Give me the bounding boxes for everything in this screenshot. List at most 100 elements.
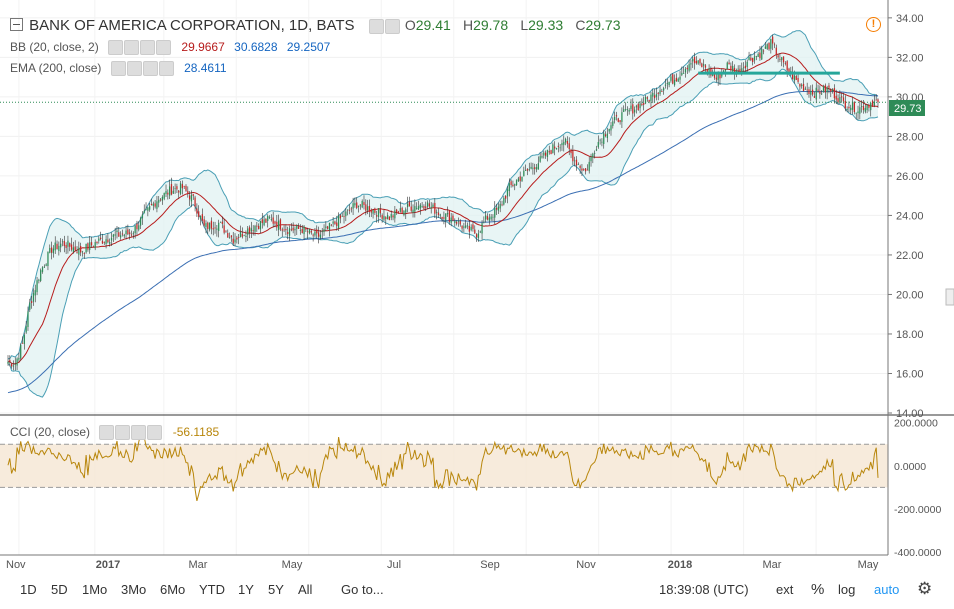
source-icon[interactable]	[142, 61, 158, 77]
candle-body	[572, 151, 574, 162]
candle-body	[503, 197, 505, 205]
range-3mo-button[interactable]: 3Mo	[121, 582, 147, 597]
candle-body	[439, 214, 441, 216]
settings-icon[interactable]	[384, 18, 400, 34]
candle-body	[29, 302, 31, 310]
candle-body	[265, 218, 267, 223]
candle-body	[846, 109, 848, 110]
candle-body	[261, 219, 263, 224]
candle-body	[683, 73, 685, 74]
candle-body	[652, 92, 654, 97]
candle-body	[376, 215, 378, 217]
candle-body	[145, 208, 147, 210]
candle-body	[819, 91, 821, 94]
candle-body	[748, 57, 750, 61]
candle-body	[661, 91, 663, 92]
log-toggle[interactable]: log	[838, 582, 856, 597]
candle-body	[150, 203, 153, 206]
source-icon[interactable]	[131, 425, 147, 441]
candle-body	[32, 293, 35, 302]
candle-body	[670, 76, 672, 81]
candle-body	[305, 227, 307, 230]
candle-body	[301, 229, 303, 234]
candle-body	[517, 178, 520, 182]
percent-toggle[interactable]: %	[811, 581, 825, 598]
candle-body	[127, 229, 129, 235]
candle-body	[316, 229, 318, 234]
candle-body	[121, 233, 124, 235]
gear-icon[interactable]: ⚙	[917, 579, 933, 598]
candle-body	[332, 221, 334, 224]
cci-line	[7, 433, 879, 502]
close-icon[interactable]	[156, 40, 172, 56]
eye-icon[interactable]	[99, 425, 115, 441]
close-icon[interactable]	[147, 425, 163, 441]
range-5d-button[interactable]: 5D	[51, 582, 68, 597]
candle-body	[455, 222, 458, 224]
candle-body	[386, 215, 389, 220]
range-1mo-button[interactable]: 1Mo	[82, 582, 108, 597]
range-5y-button[interactable]: 5Y	[268, 582, 284, 597]
ext-toggle[interactable]: ext	[776, 582, 794, 597]
candle-body	[228, 237, 231, 239]
candle-body	[808, 89, 810, 95]
candle-body	[633, 109, 636, 113]
eye-icon[interactable]	[108, 40, 124, 56]
candle-body	[773, 44, 776, 46]
candle-body	[345, 211, 347, 217]
candle-body	[779, 59, 781, 61]
candle-body	[628, 110, 630, 112]
goto-button[interactable]: Go to...	[341, 582, 384, 597]
source-icon[interactable]	[140, 40, 156, 56]
candle-body	[554, 146, 556, 149]
candle-body	[259, 220, 262, 230]
candle-body	[270, 218, 272, 220]
candle-body	[425, 206, 427, 208]
scroll-handle[interactable]	[945, 288, 954, 306]
eye-icon[interactable]	[110, 61, 126, 77]
bottom-toolbar: 1D 5D 1Mo 3Mo 6Mo YTD 1Y 5Y All Go to...…	[0, 576, 954, 604]
cci-tick-label: 0.0000	[894, 461, 926, 473]
candle-body	[799, 83, 801, 87]
candle-body	[534, 167, 536, 170]
candle-body	[323, 229, 325, 233]
candle-body	[673, 79, 676, 86]
candle-body	[506, 189, 509, 197]
candle-body	[815, 87, 817, 100]
range-1d-button[interactable]: 1D	[20, 582, 37, 597]
candle-body	[103, 241, 105, 243]
candle-body	[363, 202, 365, 205]
auto-toggle[interactable]: auto	[874, 582, 900, 597]
candle-body	[581, 168, 583, 171]
cci-axis[interactable]: 200.0000 0.0000 -200.0000 -400.0000	[894, 418, 941, 559]
candle-body	[532, 167, 534, 169]
candle-body	[199, 216, 202, 220]
price-tick-label: 24.00	[896, 210, 924, 222]
time-axis[interactable]: Nov 2017 Mar May Jul Sep Nov 2018 Mar May	[6, 559, 879, 571]
candle-body	[606, 133, 609, 139]
candle-body	[833, 88, 836, 99]
candle-body	[523, 170, 525, 177]
close-icon[interactable]	[158, 61, 174, 77]
settings-icon[interactable]	[115, 425, 131, 441]
range-6mo-button[interactable]: 6Mo	[160, 582, 186, 597]
price-axis[interactable]: 14.00 16.00 18.00 20.00 22.00 24.00 26.00 28.00…	[888, 13, 924, 420]
candle-body	[541, 156, 543, 158]
candle-body	[219, 222, 222, 223]
candle-body	[421, 206, 423, 208]
candle-body	[835, 95, 837, 100]
eye-icon[interactable]	[368, 18, 384, 34]
candle-body	[775, 47, 777, 56]
candle-body	[310, 231, 312, 233]
range-ytd-button[interactable]: YTD	[199, 582, 225, 597]
range-all-button[interactable]: All	[298, 582, 313, 597]
candle-body	[356, 202, 358, 209]
alert-icon[interactable]: !	[866, 17, 881, 32]
settings-icon[interactable]	[124, 40, 140, 56]
range-1y-button[interactable]: 1Y	[238, 582, 254, 597]
price-tick-label: 32.00	[896, 52, 924, 64]
settings-icon[interactable]	[126, 61, 142, 77]
candle-body	[87, 243, 89, 250]
collapse-icon[interactable]	[10, 18, 23, 31]
candle-body	[188, 195, 191, 200]
